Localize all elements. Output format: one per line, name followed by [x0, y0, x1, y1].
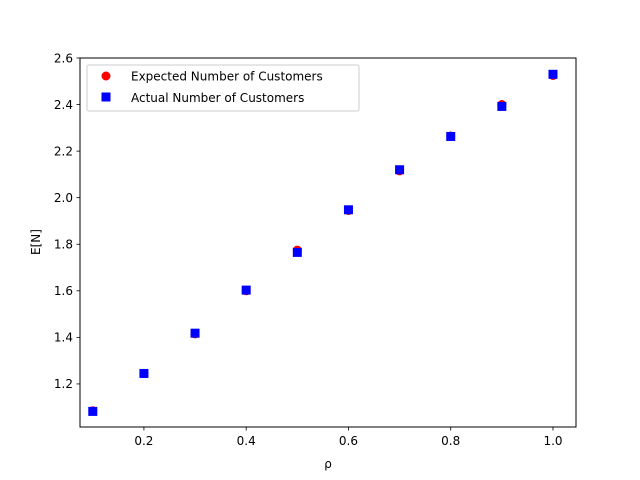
legend-label-actual: Actual Number of Customers [131, 91, 304, 105]
x-tick-label: 0.8 [441, 434, 460, 448]
data-points [88, 69, 558, 416]
x-tick-label: 0.6 [339, 434, 358, 448]
x-tick-label: 1.0 [543, 434, 562, 448]
y-tick-label: 2.6 [54, 51, 73, 65]
y-tick-label: 1.8 [54, 238, 73, 252]
x-tick-label: 0.4 [237, 434, 256, 448]
actual-point [446, 131, 456, 141]
x-axis-label: ρ [324, 457, 332, 471]
legend-marker-expected [101, 71, 111, 81]
y-axis-ticks: 1.2 1.4 1.6 1.8 2.0 2.2 2.4 2.6 [54, 51, 80, 391]
actual-point [343, 205, 353, 215]
y-tick-label: 2.4 [54, 98, 73, 112]
y-axis-label: E[N] [29, 229, 43, 255]
legend-box [86, 64, 360, 112]
actual-point [395, 165, 405, 175]
actual-point [497, 101, 507, 111]
y-tick-label: 1.2 [54, 377, 73, 391]
actual-point [292, 247, 302, 257]
x-tick-label: 0.2 [134, 434, 153, 448]
actual-point [548, 69, 558, 79]
actual-point [88, 406, 98, 416]
y-tick-label: 1.4 [54, 331, 73, 345]
legend-marker-actual [101, 92, 111, 102]
actual-point [190, 328, 200, 338]
x-axis-ticks: 0.2 0.4 0.6 0.8 1.0 [134, 427, 563, 448]
legend: Expected Number of Customers Actual Numb… [86, 64, 360, 112]
plot-frame [79, 57, 577, 428]
y-tick-label: 2.2 [54, 144, 73, 158]
y-tick-label: 2.0 [54, 191, 73, 205]
y-tick-label: 1.6 [54, 284, 73, 298]
actual-point [139, 368, 149, 378]
actual-point [241, 285, 251, 295]
legend-label-expected: Expected Number of Customers [131, 70, 323, 84]
